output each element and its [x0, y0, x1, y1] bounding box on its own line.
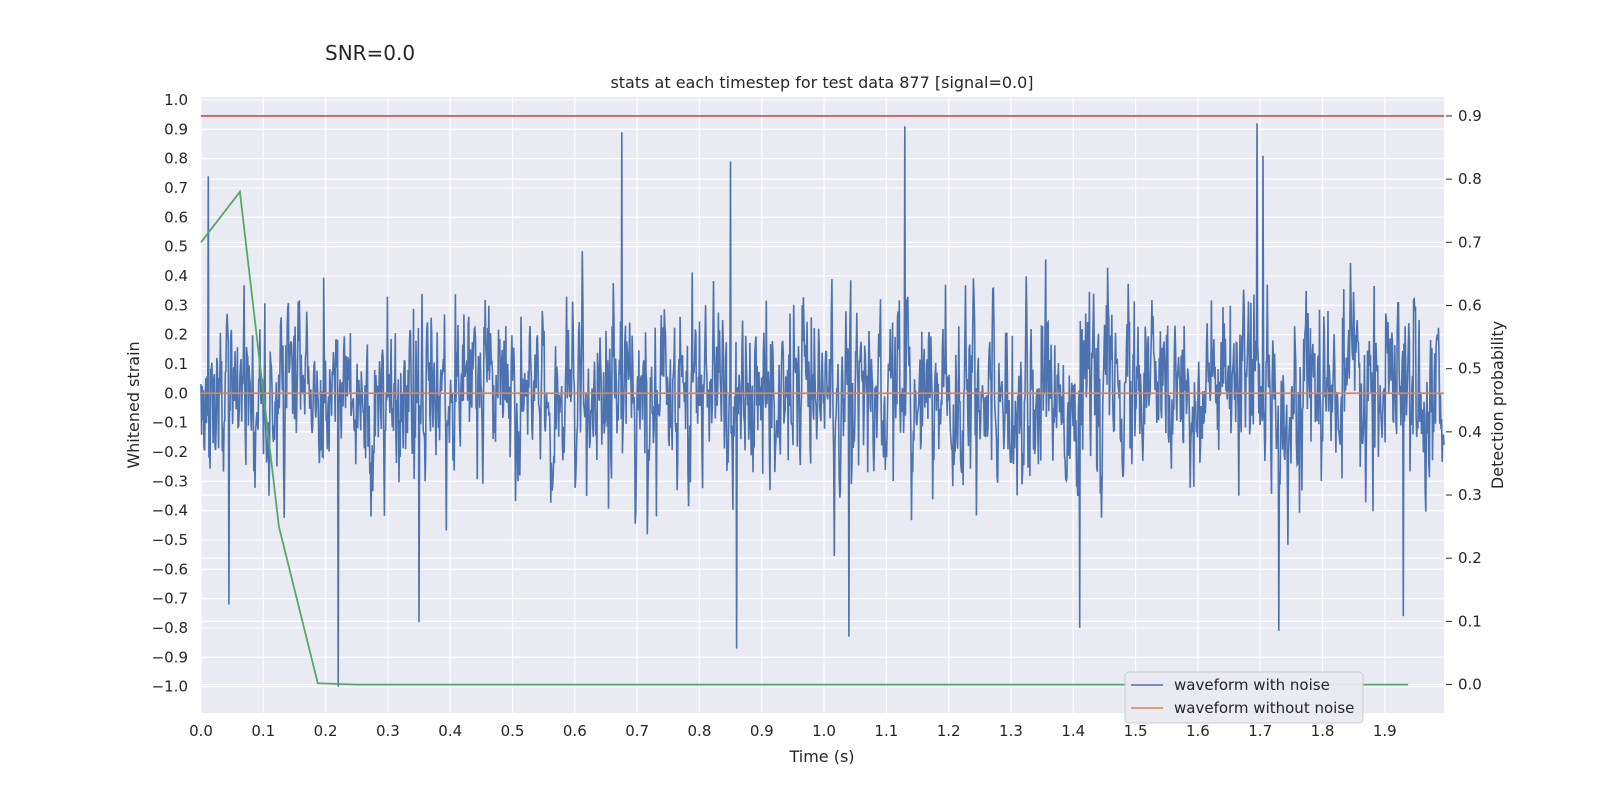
x-tick-label: 1.1 — [874, 722, 898, 740]
y-tick-label: 0.2 — [164, 326, 188, 344]
y-tick-label: 0.5 — [164, 238, 188, 256]
x-tick-label: 0.8 — [688, 722, 712, 740]
y-tick-label: −0.4 — [152, 502, 188, 520]
y-tick-label: 0.1 — [164, 355, 188, 373]
chart-title: stats at each timestep for test data 877… — [610, 73, 1033, 92]
x-tick-label: 0.5 — [501, 722, 525, 740]
y-tick-label: −0.8 — [152, 619, 188, 637]
y-tick-label: 1.0 — [164, 91, 188, 109]
x-tick-label: 0.0 — [189, 722, 213, 740]
x-tick-label: 1.9 — [1373, 722, 1397, 740]
y2-tick-label: 0.2 — [1458, 549, 1482, 567]
y-tick-label: 0.8 — [164, 150, 188, 168]
y2-tick-labels: 0.9 0.8 0.7 0.6 0.5 0.4 0.3 0.2 0.1 0.0 — [1446, 107, 1482, 694]
y2-tick-label: 0.5 — [1458, 360, 1482, 378]
y2-tick-label: 0.7 — [1458, 233, 1482, 251]
x-tick-labels: 0.0 0.1 0.2 0.3 0.4 0.5 0.6 0.7 0.8 0.9 1.0 1.1 1.2 1… — [189, 722, 1397, 740]
y2-tick-label: 0.4 — [1458, 423, 1482, 441]
y2-tick-label: 0.1 — [1458, 612, 1482, 630]
series-detection-probability — [200, 189, 1409, 686]
legend: waveform with noise waveform without noi… — [1124, 671, 1364, 724]
y2-axis-label: Detection probability — [1488, 321, 1507, 489]
x-tick-label: 0.4 — [438, 722, 462, 740]
x-tick-label: 1.7 — [1248, 722, 1272, 740]
y2-tick-label: 0.0 — [1458, 676, 1482, 694]
y-tick-label: −1.0 — [152, 678, 188, 696]
series-layer — [200, 115, 1445, 687]
y-tick-label: −0.3 — [152, 472, 188, 490]
y2-tick-label: 0.6 — [1458, 296, 1482, 314]
y2-tick-label: 0.3 — [1458, 486, 1482, 504]
x-tick-label: 0.3 — [376, 722, 400, 740]
x-tick-label: 0.7 — [625, 722, 649, 740]
y-tick-label: 0.9 — [164, 120, 188, 138]
y-tick-label: 0.7 — [164, 179, 188, 197]
y-tick-label: −0.6 — [152, 560, 188, 578]
legend-label-clean: waveform without noise — [1174, 699, 1354, 717]
y-tick-label: −0.9 — [152, 648, 188, 666]
series-waveform-with-noise — [200, 123, 1445, 687]
x-tick-label: 1.2 — [937, 722, 961, 740]
y-tick-label: 0.4 — [164, 267, 188, 285]
x-tick-label: 0.2 — [314, 722, 338, 740]
x-tick-label: 1.8 — [1311, 722, 1335, 740]
x-tick-label: 0.9 — [750, 722, 774, 740]
y-tick-label: −0.5 — [152, 531, 188, 549]
y-tick-label: −0.1 — [152, 414, 188, 432]
legend-box — [1124, 671, 1364, 724]
legend-label-noise: waveform with noise — [1174, 676, 1330, 694]
y2-tick-label: 0.9 — [1458, 107, 1482, 125]
y-tick-label: −0.7 — [152, 590, 188, 608]
x-tick-label: 1.5 — [1124, 722, 1148, 740]
y-tick-label: 0.3 — [164, 296, 188, 314]
y-axis-label: Whitened strain — [124, 341, 143, 468]
x-tick-label: 1.3 — [999, 722, 1023, 740]
x-tick-label: 1.0 — [812, 722, 836, 740]
x-tick-label: 1.6 — [1186, 722, 1210, 740]
snr-label: SNR=0.0 — [325, 41, 416, 65]
y-tick-label: 0.6 — [164, 208, 188, 226]
x-tick-label: 0.6 — [563, 722, 587, 740]
y2-tick-label: 0.8 — [1458, 170, 1482, 188]
x-tick-label: 0.1 — [251, 722, 275, 740]
x-tick-label: 1.4 — [1061, 722, 1085, 740]
y-tick-label: −0.2 — [152, 443, 188, 461]
y-tick-labels: 1.0 0.9 0.8 0.7 0.6 0.5 0.4 0.3 0.2 0.1 0.0 −0.1 −0.… — [152, 91, 188, 696]
x-axis-label: Time (s) — [788, 747, 854, 766]
y-tick-label: 0.0 — [164, 384, 188, 402]
